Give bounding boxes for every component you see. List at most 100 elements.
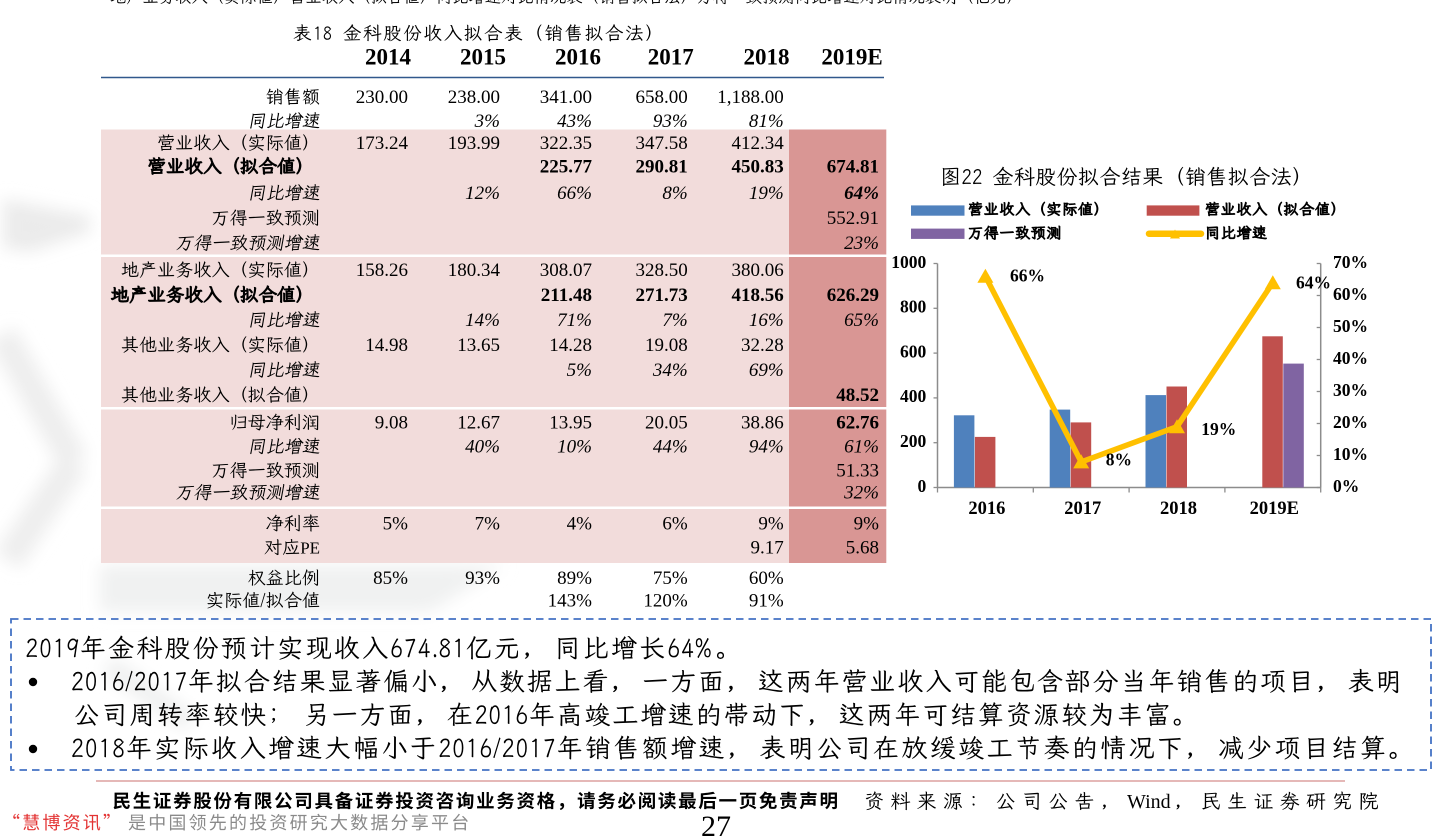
svg-text:60%: 60%	[1333, 284, 1368, 304]
svg-text:418.56: 418.56	[731, 285, 783, 306]
svg-text:341.00: 341.00	[540, 87, 592, 108]
svg-text:93%: 93%	[653, 111, 688, 132]
svg-text:81%: 81%	[749, 111, 784, 132]
svg-text:44%: 44%	[653, 437, 688, 458]
svg-text:51.33: 51.33	[836, 461, 879, 482]
svg-text:200: 200	[900, 431, 927, 451]
svg-text:552.91: 552.91	[827, 208, 879, 229]
svg-text:8%: 8%	[1106, 450, 1132, 470]
svg-text:40%: 40%	[1333, 348, 1368, 368]
svg-text:94%: 94%	[749, 437, 784, 458]
svg-text:9.08: 9.08	[375, 413, 408, 434]
svg-text:61%: 61%	[844, 437, 879, 458]
svg-text:2019E: 2019E	[821, 45, 882, 70]
svg-text:Wind: Wind	[1127, 791, 1171, 813]
svg-text:120%: 120%	[643, 591, 688, 612]
svg-text:412.34: 412.34	[731, 133, 784, 154]
svg-text:75%: 75%	[653, 568, 688, 589]
svg-text:211.48: 211.48	[541, 285, 592, 306]
svg-text:225.77: 225.77	[540, 157, 593, 178]
svg-text:91%: 91%	[749, 591, 784, 612]
svg-text:2014: 2014	[365, 45, 412, 70]
svg-text:9%: 9%	[854, 514, 880, 535]
svg-text:10%: 10%	[557, 437, 592, 458]
svg-text:600: 600	[900, 341, 927, 361]
svg-text:27: 27	[701, 810, 731, 838]
svg-text:271.73: 271.73	[635, 285, 687, 306]
svg-text:9%: 9%	[758, 514, 784, 535]
svg-text:3%: 3%	[474, 111, 500, 132]
svg-text:12%: 12%	[465, 183, 500, 204]
svg-text:66%: 66%	[1010, 266, 1045, 286]
svg-text:193.99: 193.99	[448, 133, 500, 154]
svg-text:674.81: 674.81	[827, 157, 879, 178]
svg-text:50%: 50%	[1333, 316, 1368, 336]
svg-text:2017: 2017	[648, 45, 694, 70]
svg-text:48.52: 48.52	[836, 385, 879, 406]
svg-text:380.06: 380.06	[731, 260, 783, 281]
svg-text:64%: 64%	[1296, 273, 1331, 293]
svg-text:2016: 2016	[968, 499, 1005, 519]
svg-text:43%: 43%	[557, 111, 592, 132]
svg-text:173.24: 173.24	[356, 133, 409, 154]
svg-text:60%: 60%	[749, 568, 784, 589]
svg-text:19%: 19%	[749, 183, 784, 204]
svg-text:347.58: 347.58	[635, 133, 687, 154]
svg-text:10%: 10%	[1333, 444, 1368, 464]
svg-text:1,188.00: 1,188.00	[717, 87, 784, 108]
svg-text:62.76: 62.76	[836, 413, 879, 434]
svg-text:328.50: 328.50	[635, 260, 687, 281]
svg-text:38.86: 38.86	[741, 413, 784, 434]
svg-text:658.00: 658.00	[635, 87, 687, 108]
svg-text:0: 0	[918, 476, 927, 496]
svg-text:85%: 85%	[373, 568, 408, 589]
svg-text:2015: 2015	[460, 45, 506, 70]
svg-text:9.17: 9.17	[750, 538, 783, 559]
svg-text:14.98: 14.98	[365, 335, 408, 356]
svg-text:8%: 8%	[662, 183, 687, 204]
svg-text:70%: 70%	[1333, 252, 1368, 272]
svg-text:66%: 66%	[557, 183, 592, 204]
svg-text:32.28: 32.28	[741, 335, 784, 356]
svg-text:32%: 32%	[843, 483, 879, 504]
svg-text:5%: 5%	[567, 360, 592, 381]
svg-text:34%: 34%	[652, 360, 688, 381]
svg-text:7%: 7%	[475, 514, 501, 535]
svg-text:71%: 71%	[557, 310, 592, 331]
svg-text:2016: 2016	[555, 45, 601, 70]
svg-text:13.65: 13.65	[457, 335, 500, 356]
svg-text:308.07: 308.07	[540, 260, 592, 281]
svg-text:5%: 5%	[383, 514, 409, 535]
svg-text:143%: 143%	[548, 591, 593, 612]
svg-text:13.95: 13.95	[549, 413, 592, 434]
svg-text:2017: 2017	[1064, 499, 1101, 519]
svg-text:1000: 1000	[891, 252, 926, 272]
svg-text:20%: 20%	[1333, 412, 1368, 432]
svg-text:19.08: 19.08	[645, 335, 688, 356]
svg-text:0%: 0%	[1333, 476, 1359, 496]
svg-text:40%: 40%	[465, 437, 500, 458]
svg-text:800: 800	[900, 297, 927, 317]
svg-text:69%: 69%	[749, 360, 784, 381]
svg-text:23%: 23%	[844, 233, 879, 254]
svg-text:16%: 16%	[749, 310, 784, 331]
svg-text:322.35: 322.35	[540, 133, 592, 154]
svg-text:93%: 93%	[465, 568, 500, 589]
svg-text:7%: 7%	[662, 310, 687, 331]
svg-text:4%: 4%	[567, 514, 593, 535]
svg-text:230.00: 230.00	[356, 87, 408, 108]
svg-text:14.28: 14.28	[549, 335, 592, 356]
svg-text:20.05: 20.05	[645, 413, 688, 434]
svg-text:2018: 2018	[1160, 499, 1197, 519]
svg-text:2018: 2018	[744, 45, 790, 70]
svg-text:65%: 65%	[844, 310, 879, 331]
svg-text:5.68: 5.68	[846, 538, 879, 559]
svg-text:180.34: 180.34	[448, 260, 501, 281]
svg-text:290.81: 290.81	[635, 157, 687, 178]
svg-text:158.26: 158.26	[356, 260, 408, 281]
svg-text:238.00: 238.00	[448, 87, 500, 108]
svg-text:30%: 30%	[1333, 380, 1368, 400]
svg-text:626.29: 626.29	[827, 285, 879, 306]
svg-text:12.67: 12.67	[457, 413, 500, 434]
svg-text:89%: 89%	[557, 568, 592, 589]
